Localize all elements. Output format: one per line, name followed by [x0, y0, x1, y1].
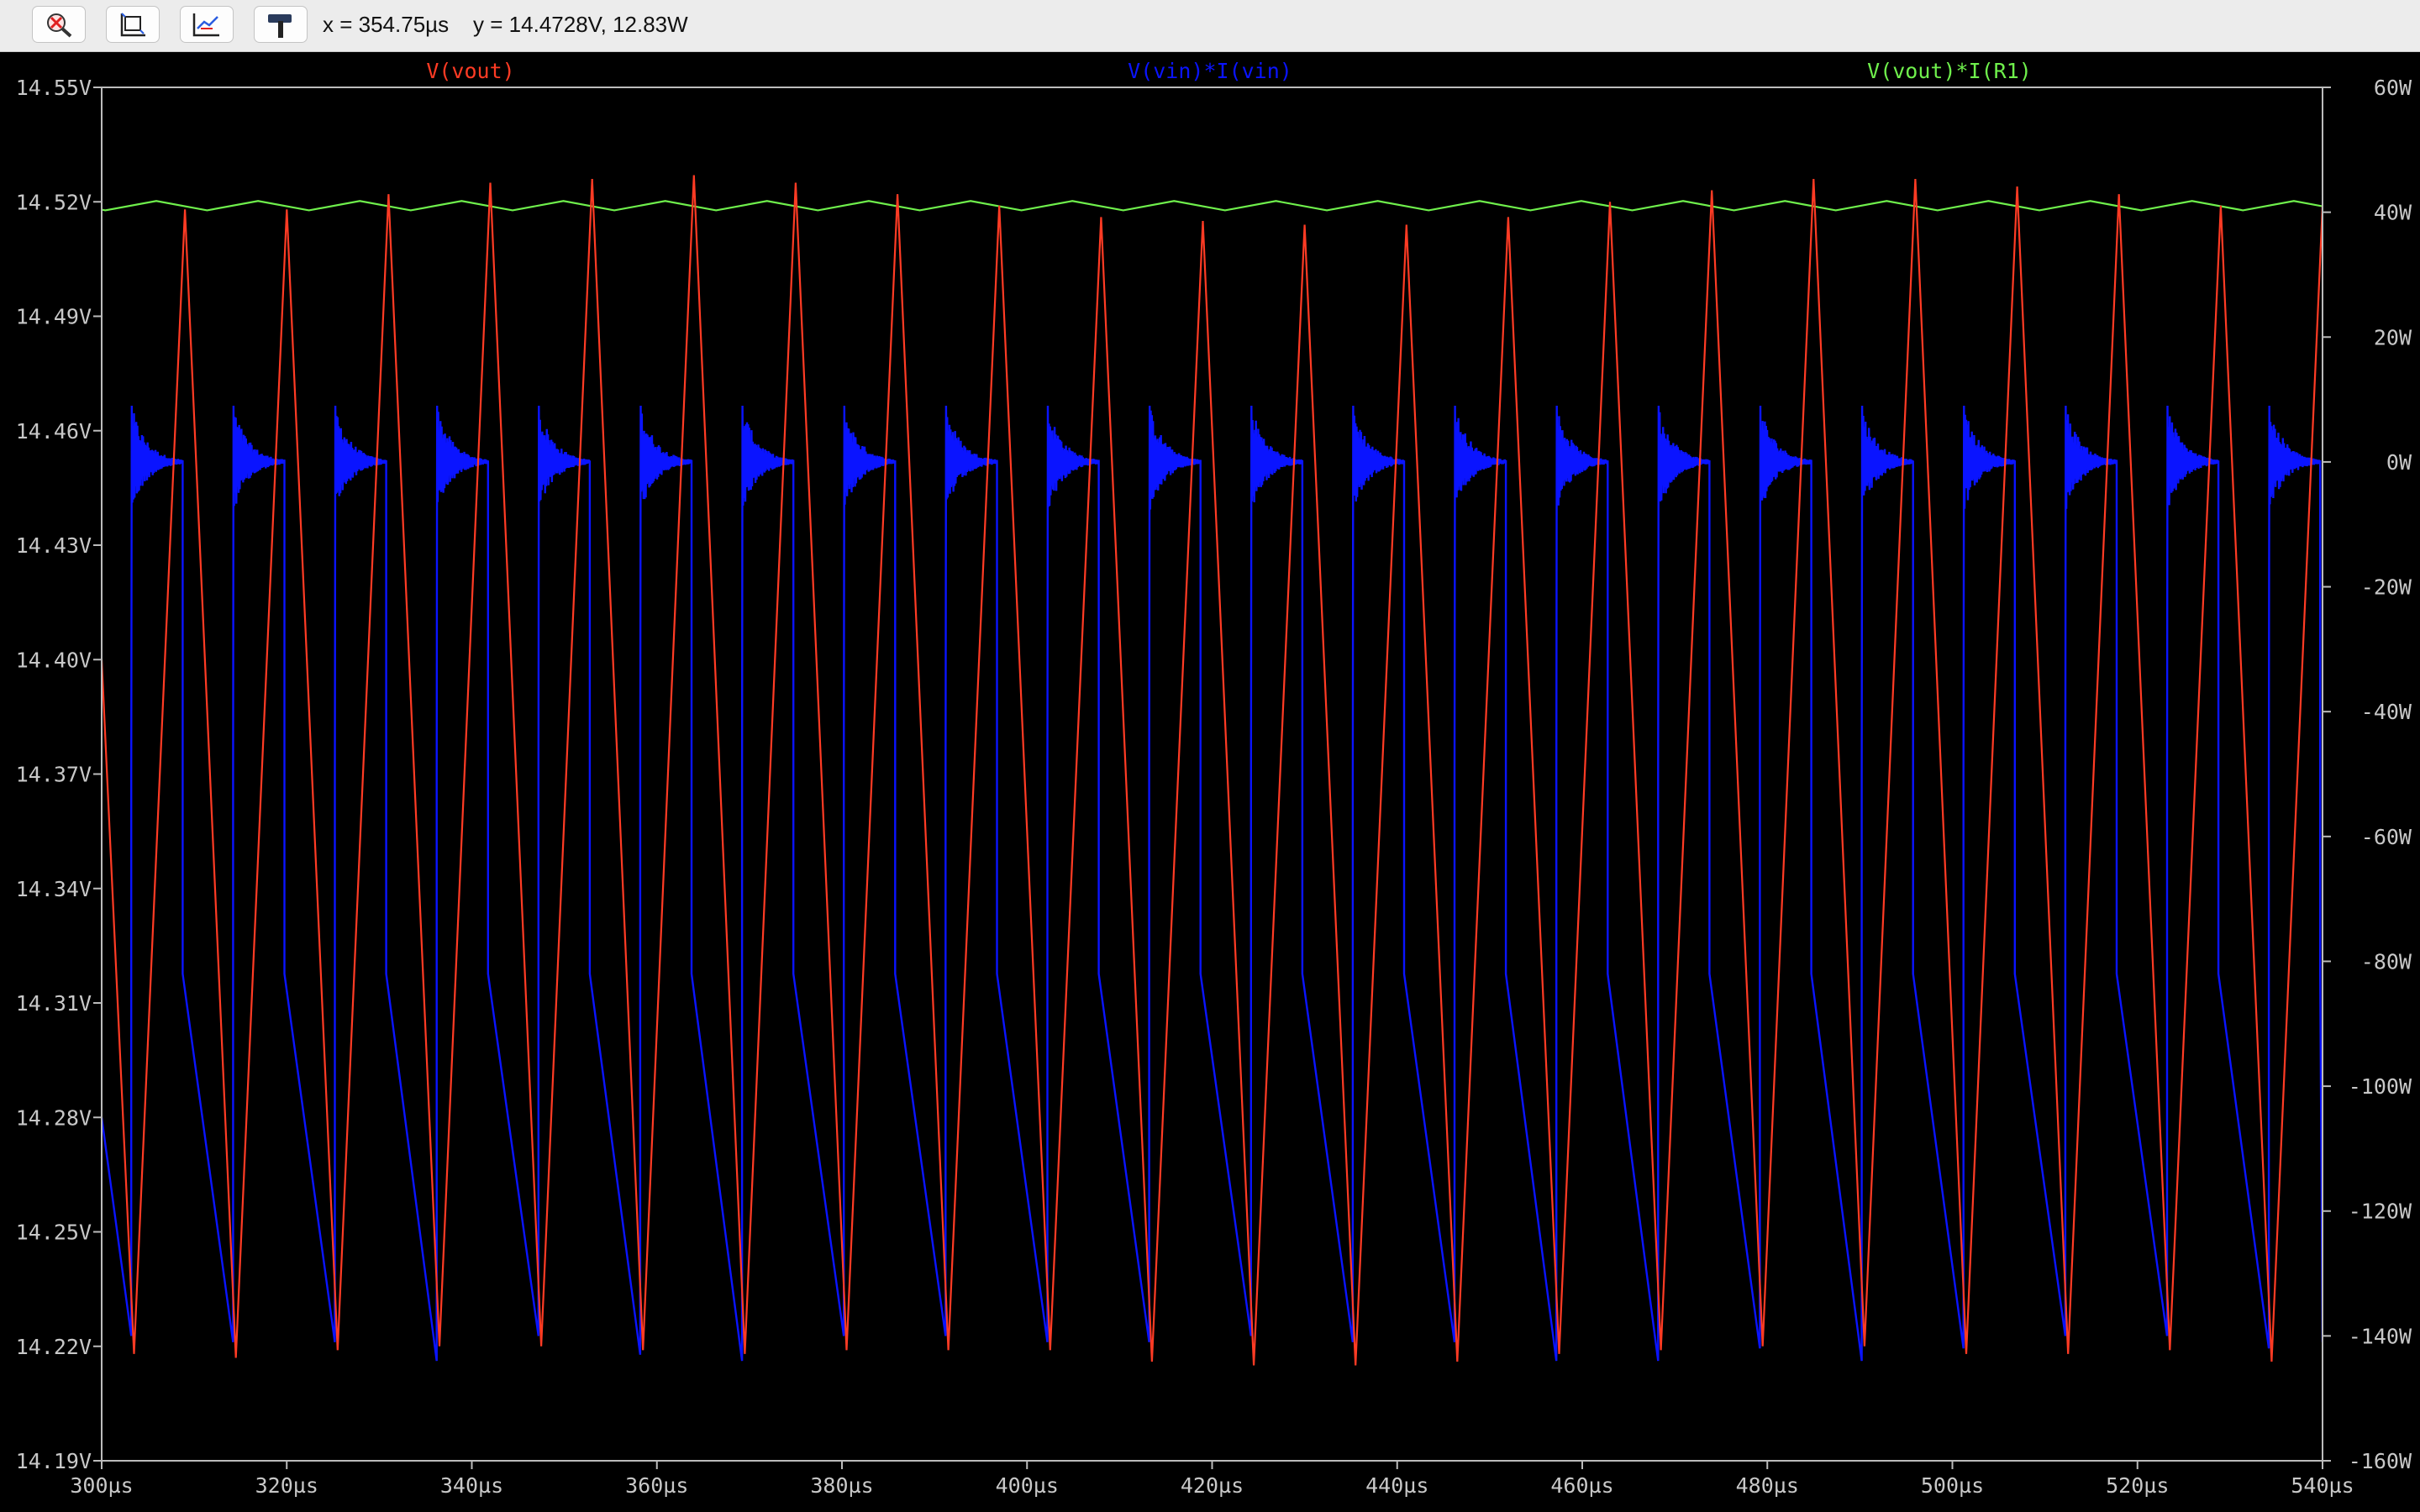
cursor-button[interactable] [180, 6, 234, 43]
axes: 300µs 320µs 340µs 360µs 380µs 400µs 420µs 440µs… [16, 76, 2412, 1498]
legend-entry[interactable]: V(vin)*I(vin) [1128, 59, 1292, 83]
x-tick-label: 420µs [1181, 1473, 1244, 1498]
readout-y: y = 14.4728V, 12.83W [473, 12, 688, 37]
y-left-tick-label: 14.31V [16, 991, 92, 1016]
x-tick-label: 400µs [996, 1473, 1059, 1498]
y-left-tick-label: 14.40V [16, 648, 92, 672]
x-tick-label: 320µs [255, 1473, 318, 1498]
series-vout-line [102, 175, 2323, 1366]
y-right-tick-label: -60W [2361, 825, 2412, 849]
autorange-icon [120, 13, 145, 37]
hammer-button[interactable] [254, 6, 308, 43]
y-right-tick-label: 0W [2386, 450, 2412, 475]
autorange-button[interactable] [106, 6, 160, 43]
series-vin-iin-line [102, 405, 2323, 1362]
legend-entry[interactable]: V(vout) [426, 59, 514, 83]
x-tick-label: 460µs [1550, 1473, 1613, 1498]
waveform-plot[interactable]: 300µs 320µs 340µs 360µs 380µs 400µs 420µs 440µs… [0, 52, 2420, 1512]
x-tick-label: 380µs [810, 1473, 873, 1498]
y-right-tick-label: -100W [2349, 1074, 2412, 1099]
zoom-button[interactable] [32, 6, 86, 43]
x-tick-label: 480µs [1736, 1473, 1799, 1498]
y-left-tick-label: 14.46V [16, 419, 92, 444]
y-left-tick-label: 14.37V [16, 763, 92, 787]
y-left-tick-label: 14.52V [16, 190, 92, 214]
x-tick-label: 440µs [1365, 1473, 1428, 1498]
y-left-tick-label: 14.19V [16, 1449, 92, 1473]
y-right-tick-label: -20W [2361, 575, 2412, 600]
legend: V(vout) V(vin)*I(vin) V(vout)*I(R1) [426, 59, 2032, 83]
y-left-tick-label: 14.28V [16, 1105, 92, 1130]
y-right-tick-label: -80W [2361, 949, 2412, 974]
cursor-readout: x = 354.75µs y = 14.4728V, 12.83W [323, 12, 688, 38]
y-left-tick-label: 14.25V [16, 1221, 92, 1245]
zoom-icon [47, 13, 72, 38]
y-right-tick-label: -40W [2361, 700, 2412, 724]
traces [102, 175, 2323, 1366]
x-tick-label: 500µs [1921, 1473, 1984, 1498]
y-right-tick-label: -140W [2349, 1324, 2412, 1348]
y-right-tick-label: -160W [2349, 1449, 2412, 1473]
y-left-tick-label: 14.49V [16, 305, 92, 329]
y-right-tick-label: 40W [2374, 201, 2412, 225]
y-right-tick-label: -120W [2349, 1200, 2412, 1224]
toolbar: x = 354.75µs y = 14.4728V, 12.83W [0, 0, 2420, 52]
cursor-icon [192, 13, 219, 37]
x-tick-label: 520µs [2106, 1473, 2169, 1498]
y-right-tick-label: 20W [2374, 325, 2412, 349]
x-tick-label: 360µs [625, 1473, 688, 1498]
y-left-tick-label: 14.43V [16, 533, 92, 558]
y-left-tick-label: 14.22V [16, 1335, 92, 1359]
readout-x: x = 354.75µs [323, 12, 450, 37]
legend-entry[interactable]: V(vout)*I(R1) [1867, 59, 2032, 83]
series-vout-ir1-line [102, 200, 2323, 212]
x-tick-label: 340µs [440, 1473, 503, 1498]
hammer-icon [268, 14, 292, 38]
y-left-tick-label: 14.34V [16, 877, 92, 901]
y-right-tick-label: 60W [2374, 76, 2412, 100]
x-tick-label: 300µs [70, 1473, 133, 1498]
y-left-tick-label: 14.55V [16, 76, 92, 100]
x-tick-label: 540µs [2291, 1473, 2354, 1498]
